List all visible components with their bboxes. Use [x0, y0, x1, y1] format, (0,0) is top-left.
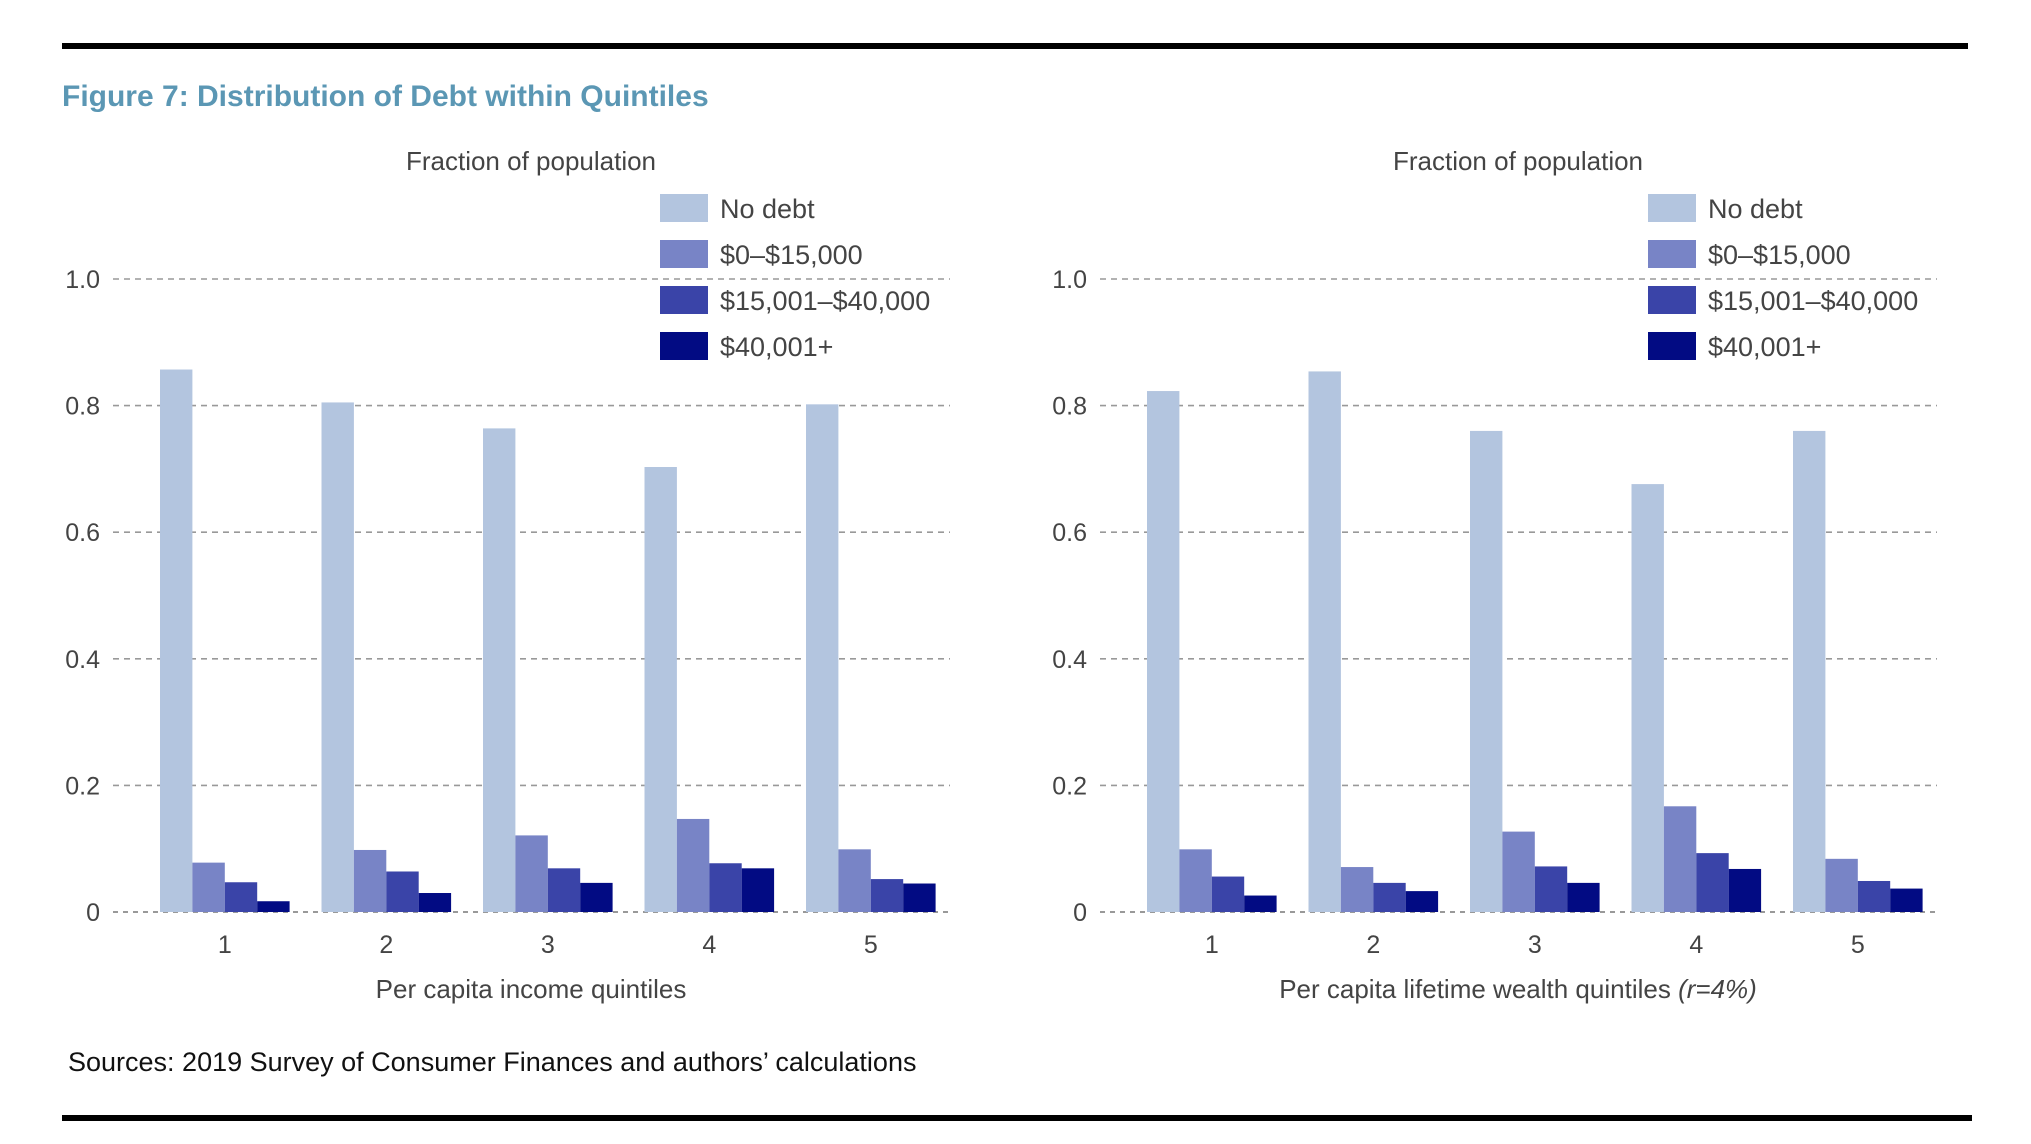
figure-title: Figure 7: Distribution of Debt within Qu…: [62, 80, 709, 113]
bar: [192, 862, 225, 912]
bar: [870, 879, 904, 912]
y-tick-label: 0.2: [65, 772, 100, 800]
chart-panel-1: Fraction of population 0 0.2 0.4 0.6 0.8 1.0 1 2…: [65, 146, 950, 1004]
x-axis-title: Per capita lifetime wealth quintiles (r=…: [1279, 974, 1757, 1004]
bar: [1244, 895, 1277, 912]
legend-label: $40,001+: [1708, 332, 1821, 362]
x-tick-label: 5: [1851, 931, 1865, 959]
bar: [1890, 888, 1923, 912]
bar: [903, 883, 936, 912]
x-tick-label: 2: [379, 931, 393, 959]
y-tick-label: 0.6: [65, 519, 100, 547]
legend-swatch: [660, 240, 708, 268]
bar: [1308, 371, 1341, 913]
bar: [515, 835, 548, 912]
legend-swatch: [1648, 332, 1696, 360]
legend-label: $15,001–$40,000: [1708, 286, 1918, 316]
legend-swatch: [1648, 194, 1696, 222]
bottom-rule: [62, 1115, 1972, 1121]
y-tick-label: 0.4: [1052, 646, 1087, 674]
legend-swatch: [1648, 286, 1696, 314]
bar: [547, 868, 581, 912]
legend-label: $40,001+: [720, 332, 833, 362]
source-note: Sources: 2019 Survey of Consumer Finance…: [68, 1047, 917, 1077]
legend-label: $15,001–$40,000: [720, 286, 930, 316]
bar: [418, 893, 452, 912]
legend-label: No debt: [720, 194, 815, 224]
bar: [1728, 868, 1762, 912]
x-tick-label: 5: [864, 931, 878, 959]
legend-swatch: [1648, 240, 1696, 268]
x-tick-label: 2: [1366, 931, 1380, 959]
legend-label: $0–$15,000: [720, 240, 863, 270]
bar: [1405, 891, 1439, 912]
y-tick-label: 0.2: [1052, 772, 1087, 800]
y-tick-label: 0: [86, 899, 100, 927]
bar: [1631, 484, 1664, 912]
x-tick-label: 1: [1205, 931, 1219, 959]
x-tick-label: 3: [541, 931, 555, 959]
bar: [483, 428, 516, 912]
y-axis-title: Fraction of population: [406, 146, 656, 176]
x-tick-label: 1: [218, 931, 232, 959]
bar: [1340, 867, 1374, 912]
bar: [353, 849, 387, 912]
y-tick-label: 0: [1073, 899, 1087, 927]
bar: [580, 882, 613, 912]
y-tick-label: 0.6: [1052, 519, 1087, 547]
bar: [1857, 880, 1891, 912]
bar: [1793, 430, 1826, 912]
legend-swatch: [660, 286, 708, 314]
bar: [1696, 853, 1729, 912]
bar: [1502, 831, 1535, 912]
bar: [1179, 849, 1212, 912]
y-tick-label: 0.8: [65, 393, 100, 421]
bar: [386, 871, 419, 912]
x-tick-label: 4: [702, 931, 716, 959]
bar: [1470, 430, 1503, 912]
bar: [709, 863, 742, 912]
bar: [1825, 858, 1858, 912]
bar: [257, 901, 290, 912]
bar: [1663, 806, 1697, 912]
y-tick-label: 0.4: [65, 646, 100, 674]
chart-panel-2: Fraction of population 0 0.2 0.4 0.6 0.8 1.0 1 2…: [1052, 146, 1937, 1004]
legend-swatch: [660, 194, 708, 222]
legend-swatch: [660, 332, 708, 360]
bar: [224, 882, 258, 912]
bar: [676, 818, 710, 912]
bar: [838, 849, 871, 912]
bar: [1373, 882, 1406, 912]
bar: [321, 402, 354, 912]
bar: [1147, 391, 1180, 912]
legend-label: $0–$15,000: [1708, 240, 1851, 270]
bar: [1211, 876, 1245, 912]
y-axis-title: Fraction of population: [1393, 146, 1643, 176]
legend-label: No debt: [1708, 194, 1803, 224]
x-tick-label: 4: [1689, 931, 1703, 959]
bar: [160, 369, 193, 912]
x-axis-title: Per capita income quintiles: [376, 974, 687, 1004]
top-rule: [62, 43, 1968, 49]
bar: [741, 868, 775, 912]
bar: [1567, 882, 1600, 912]
bar: [644, 467, 677, 912]
y-tick-label: 1.0: [1052, 266, 1087, 294]
bar: [806, 404, 839, 912]
x-tick-label: 3: [1528, 931, 1542, 959]
y-tick-label: 1.0: [65, 266, 100, 294]
x-axis-title-note: (r=4%): [1678, 974, 1757, 1004]
y-tick-label: 0.8: [1052, 393, 1087, 421]
bar: [1534, 866, 1568, 912]
